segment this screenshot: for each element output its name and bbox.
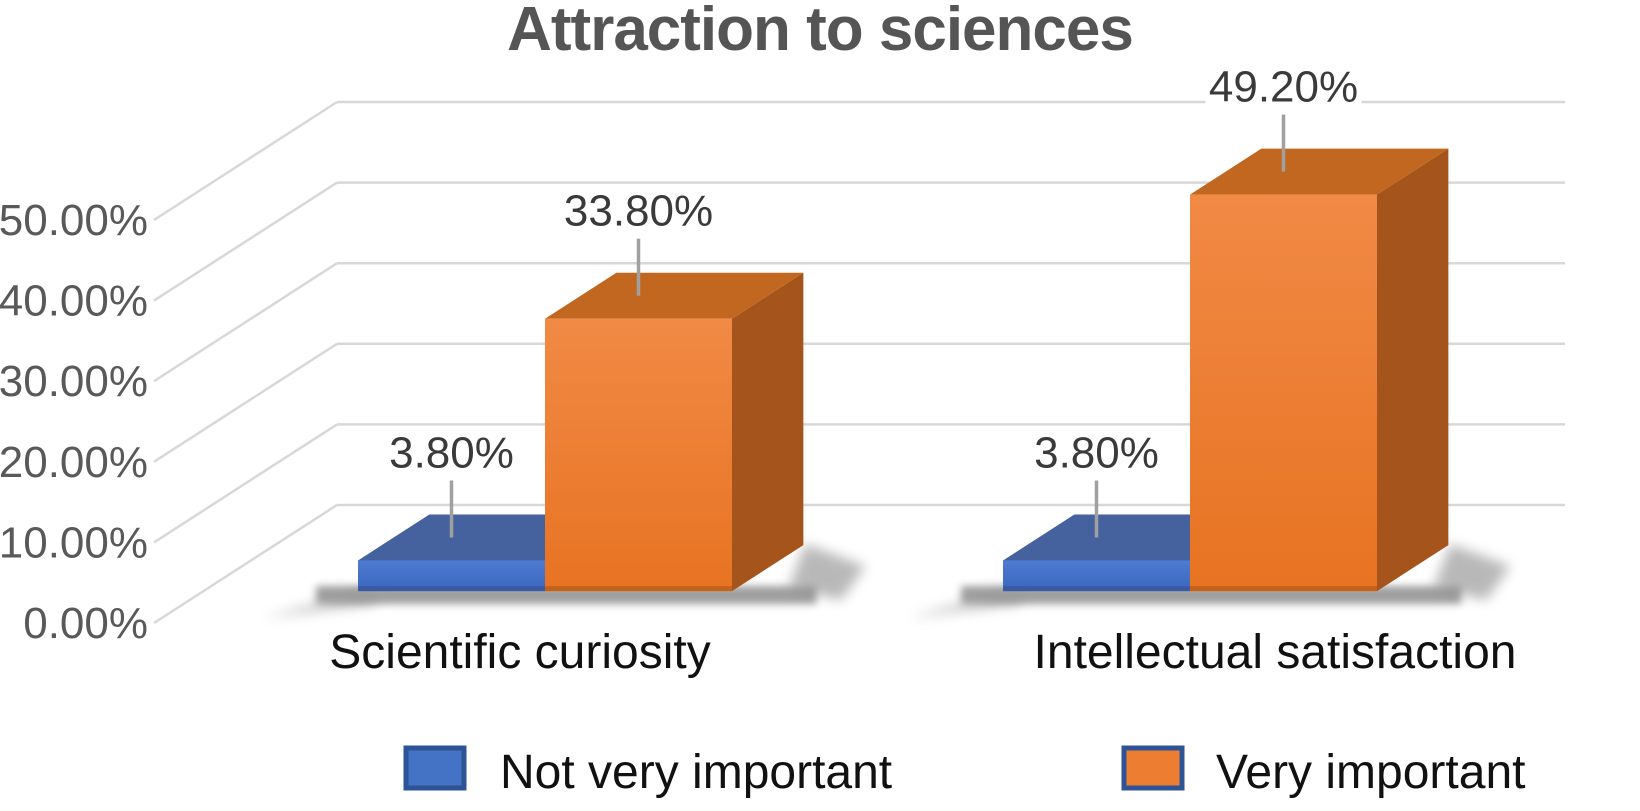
y-gridline-diagonal — [153, 181, 338, 302]
category-label-intellectual-satisfaction: Intellectual satisfaction — [1034, 626, 1517, 679]
y-gridline-diagonal — [153, 100, 338, 222]
y-gridline-diagonal — [153, 503, 338, 625]
bar-front-face — [1003, 560, 1190, 592]
value-label-very-important: 33.80% — [564, 187, 713, 236]
bar-top-face — [1190, 148, 1449, 195]
value-label-bg — [1018, 426, 1175, 477]
bar-very-important-2 — [1190, 148, 1449, 592]
y-tick-label: 10.00% — [0, 518, 148, 567]
floor-shadow-right — [788, 544, 866, 600]
y-gridline-diagonal — [153, 262, 338, 383]
category-label-scientific-curiosity: Scientific curiosity — [329, 626, 710, 679]
value-label-very-important: 49.20% — [1209, 63, 1358, 112]
value-label-not-very-important: 3.80% — [1034, 429, 1159, 478]
bar-side-face — [1377, 148, 1449, 592]
bar-bottom-edge — [545, 586, 732, 592]
value-label-not-very-important: 3.80% — [389, 429, 514, 478]
y-gridline-diagonal — [153, 342, 338, 463]
floor-shadow-left-wedge — [263, 586, 376, 618]
bar-front-face — [1190, 194, 1377, 592]
legend-label-not-very-important: Not very important — [500, 746, 892, 799]
bar-front-face — [545, 318, 732, 592]
bar-top-face — [545, 272, 804, 319]
bar-bottom-edge — [358, 586, 545, 592]
y-tick-label: 0.00% — [23, 599, 148, 648]
legend-swatch-very-important — [1121, 745, 1185, 791]
floor-shadow-right — [1433, 544, 1511, 600]
legend-label-very-important: Very important — [1216, 746, 1525, 799]
bar-bottom-edge — [1003, 586, 1190, 592]
value-label-bg — [560, 184, 717, 235]
legend-swatch-not-very-important — [403, 745, 467, 791]
bar-side-face — [732, 272, 804, 592]
y-tick-label: 50.00% — [0, 196, 148, 245]
bar-front-face — [358, 560, 545, 592]
y-tick-label: 20.00% — [0, 438, 148, 487]
value-label-bg — [1205, 60, 1362, 111]
y-gridline-diagonal — [153, 423, 338, 544]
y-tick-label: 40.00% — [0, 277, 148, 326]
bar-very-important-1 — [545, 272, 804, 592]
value-label-bg — [373, 426, 530, 477]
bar-bottom-edge — [1190, 586, 1377, 592]
floor-shadow-left-wedge — [908, 586, 1021, 618]
y-tick-label: 30.00% — [0, 357, 148, 406]
chart-title: Attraction to sciences — [507, 0, 1134, 64]
